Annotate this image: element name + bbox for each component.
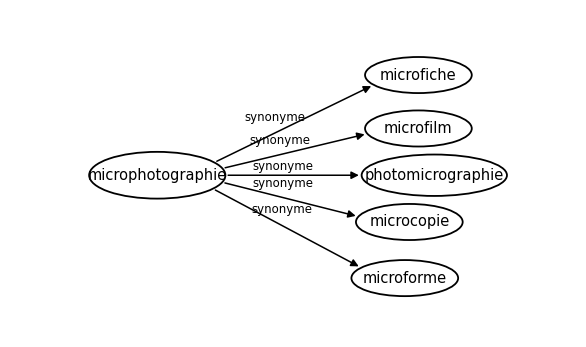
Ellipse shape (365, 110, 472, 146)
Text: synonyme: synonyme (251, 203, 312, 216)
Text: microphotographie: microphotographie (88, 168, 227, 183)
Ellipse shape (362, 154, 507, 196)
Ellipse shape (352, 260, 458, 296)
Text: microfiche: microfiche (380, 68, 456, 83)
Text: synonyme: synonyme (252, 160, 313, 173)
Text: synonyme: synonyme (249, 134, 310, 147)
Ellipse shape (356, 204, 463, 240)
Text: microfilm: microfilm (384, 121, 453, 136)
Text: microforme: microforme (363, 271, 447, 286)
Text: synonyme: synonyme (253, 177, 314, 190)
Text: synonyme: synonyme (244, 111, 305, 124)
Text: microcopie: microcopie (369, 214, 449, 229)
Ellipse shape (89, 152, 226, 198)
Text: photomicrographie: photomicrographie (364, 168, 504, 183)
Ellipse shape (365, 57, 472, 93)
